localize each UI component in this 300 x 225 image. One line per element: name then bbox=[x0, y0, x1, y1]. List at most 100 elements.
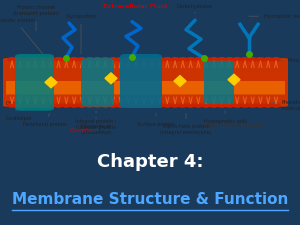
Text: Hydrophilic heads: Hydrophilic heads bbox=[249, 14, 300, 19]
Circle shape bbox=[256, 104, 264, 107]
Text: Surface protein: Surface protein bbox=[137, 113, 175, 127]
Circle shape bbox=[241, 104, 249, 107]
Text: Hydrophobic tails: Hydrophobic tails bbox=[204, 111, 246, 124]
Text: Globular protein: Globular protein bbox=[0, 18, 43, 54]
Text: Glycoprotein: Glycoprotein bbox=[65, 14, 97, 54]
Circle shape bbox=[32, 58, 39, 61]
Circle shape bbox=[70, 104, 78, 107]
Circle shape bbox=[140, 58, 148, 61]
Circle shape bbox=[24, 104, 32, 107]
Text: Protein channel
(transport protein): Protein channel (transport protein) bbox=[13, 5, 59, 31]
Text: Phospholipid
molecule: Phospholipid molecule bbox=[267, 100, 300, 111]
Circle shape bbox=[132, 58, 140, 61]
Text: Alpha-helix protein
(integral membrane): Alpha-helix protein (integral membrane) bbox=[160, 113, 212, 135]
Circle shape bbox=[210, 104, 218, 107]
Circle shape bbox=[39, 58, 47, 61]
Circle shape bbox=[256, 58, 264, 61]
Circle shape bbox=[194, 104, 202, 107]
Circle shape bbox=[179, 58, 187, 61]
Polygon shape bbox=[105, 73, 117, 84]
Circle shape bbox=[62, 58, 70, 61]
Circle shape bbox=[241, 58, 249, 61]
Circle shape bbox=[55, 58, 62, 61]
Circle shape bbox=[264, 58, 272, 61]
Circle shape bbox=[226, 58, 233, 61]
Circle shape bbox=[164, 104, 171, 107]
Circle shape bbox=[47, 58, 55, 61]
Polygon shape bbox=[174, 76, 186, 86]
Text: Cytoplasm: Cytoplasm bbox=[69, 128, 99, 133]
Text: Cardiolipid: Cardiolipid bbox=[6, 111, 32, 121]
Circle shape bbox=[264, 104, 272, 107]
Circle shape bbox=[171, 58, 179, 61]
Circle shape bbox=[8, 58, 16, 61]
Circle shape bbox=[62, 104, 70, 107]
Circle shape bbox=[164, 58, 171, 61]
Circle shape bbox=[24, 58, 32, 61]
Text: Phospholipid bilayer: Phospholipid bilayer bbox=[273, 58, 300, 63]
Circle shape bbox=[101, 58, 109, 61]
Circle shape bbox=[233, 104, 241, 107]
Circle shape bbox=[47, 104, 55, 107]
Circle shape bbox=[171, 104, 179, 107]
Polygon shape bbox=[45, 77, 57, 88]
Circle shape bbox=[16, 58, 24, 61]
Circle shape bbox=[202, 58, 210, 61]
Circle shape bbox=[202, 104, 210, 107]
Circle shape bbox=[16, 104, 24, 107]
Text: Filaments of
cytoskeleton: Filaments of cytoskeleton bbox=[80, 117, 112, 135]
Circle shape bbox=[55, 104, 62, 107]
Circle shape bbox=[70, 58, 78, 61]
FancyBboxPatch shape bbox=[120, 54, 162, 108]
Circle shape bbox=[187, 58, 194, 61]
Text: Chapter 4:: Chapter 4: bbox=[97, 153, 203, 171]
Text: Extracellular Fluid: Extracellular Fluid bbox=[103, 4, 167, 9]
Circle shape bbox=[86, 104, 94, 107]
FancyBboxPatch shape bbox=[81, 58, 114, 107]
Circle shape bbox=[156, 58, 164, 61]
Circle shape bbox=[194, 58, 202, 61]
Circle shape bbox=[233, 58, 241, 61]
Text: Cholesterol: Cholesterol bbox=[6, 86, 34, 106]
Circle shape bbox=[32, 104, 39, 107]
Circle shape bbox=[78, 104, 86, 107]
FancyBboxPatch shape bbox=[3, 80, 288, 107]
Circle shape bbox=[187, 104, 194, 107]
Circle shape bbox=[272, 58, 280, 61]
Circle shape bbox=[218, 104, 226, 107]
Text: Integral protein /
Globular protein: Integral protein / Globular protein bbox=[75, 111, 117, 130]
Circle shape bbox=[117, 58, 124, 61]
Circle shape bbox=[94, 58, 101, 61]
Circle shape bbox=[124, 104, 132, 107]
Circle shape bbox=[109, 104, 117, 107]
Circle shape bbox=[226, 104, 233, 107]
Circle shape bbox=[124, 58, 132, 61]
Circle shape bbox=[117, 104, 124, 107]
FancyBboxPatch shape bbox=[15, 54, 54, 111]
Circle shape bbox=[148, 58, 156, 61]
Circle shape bbox=[249, 104, 256, 107]
Circle shape bbox=[132, 104, 140, 107]
Text: Carbohydrates: Carbohydrates bbox=[177, 4, 213, 14]
Circle shape bbox=[218, 58, 226, 61]
Circle shape bbox=[148, 104, 156, 107]
FancyBboxPatch shape bbox=[204, 61, 234, 104]
Circle shape bbox=[140, 104, 148, 107]
Circle shape bbox=[272, 104, 280, 107]
Circle shape bbox=[109, 58, 117, 61]
Circle shape bbox=[156, 104, 164, 107]
Circle shape bbox=[94, 104, 101, 107]
Text: Peripheral protein: Peripheral protein bbox=[23, 113, 67, 127]
Circle shape bbox=[210, 58, 218, 61]
FancyBboxPatch shape bbox=[6, 81, 285, 94]
Circle shape bbox=[101, 104, 109, 107]
Polygon shape bbox=[228, 74, 240, 85]
Circle shape bbox=[39, 104, 47, 107]
Text: "Fluid mosaic model": "Fluid mosaic model" bbox=[201, 123, 267, 128]
Circle shape bbox=[249, 58, 256, 61]
Circle shape bbox=[179, 104, 187, 107]
Circle shape bbox=[8, 104, 16, 107]
Circle shape bbox=[78, 58, 86, 61]
Text: Membrane Structure & Function: Membrane Structure & Function bbox=[12, 192, 288, 207]
Circle shape bbox=[86, 58, 94, 61]
